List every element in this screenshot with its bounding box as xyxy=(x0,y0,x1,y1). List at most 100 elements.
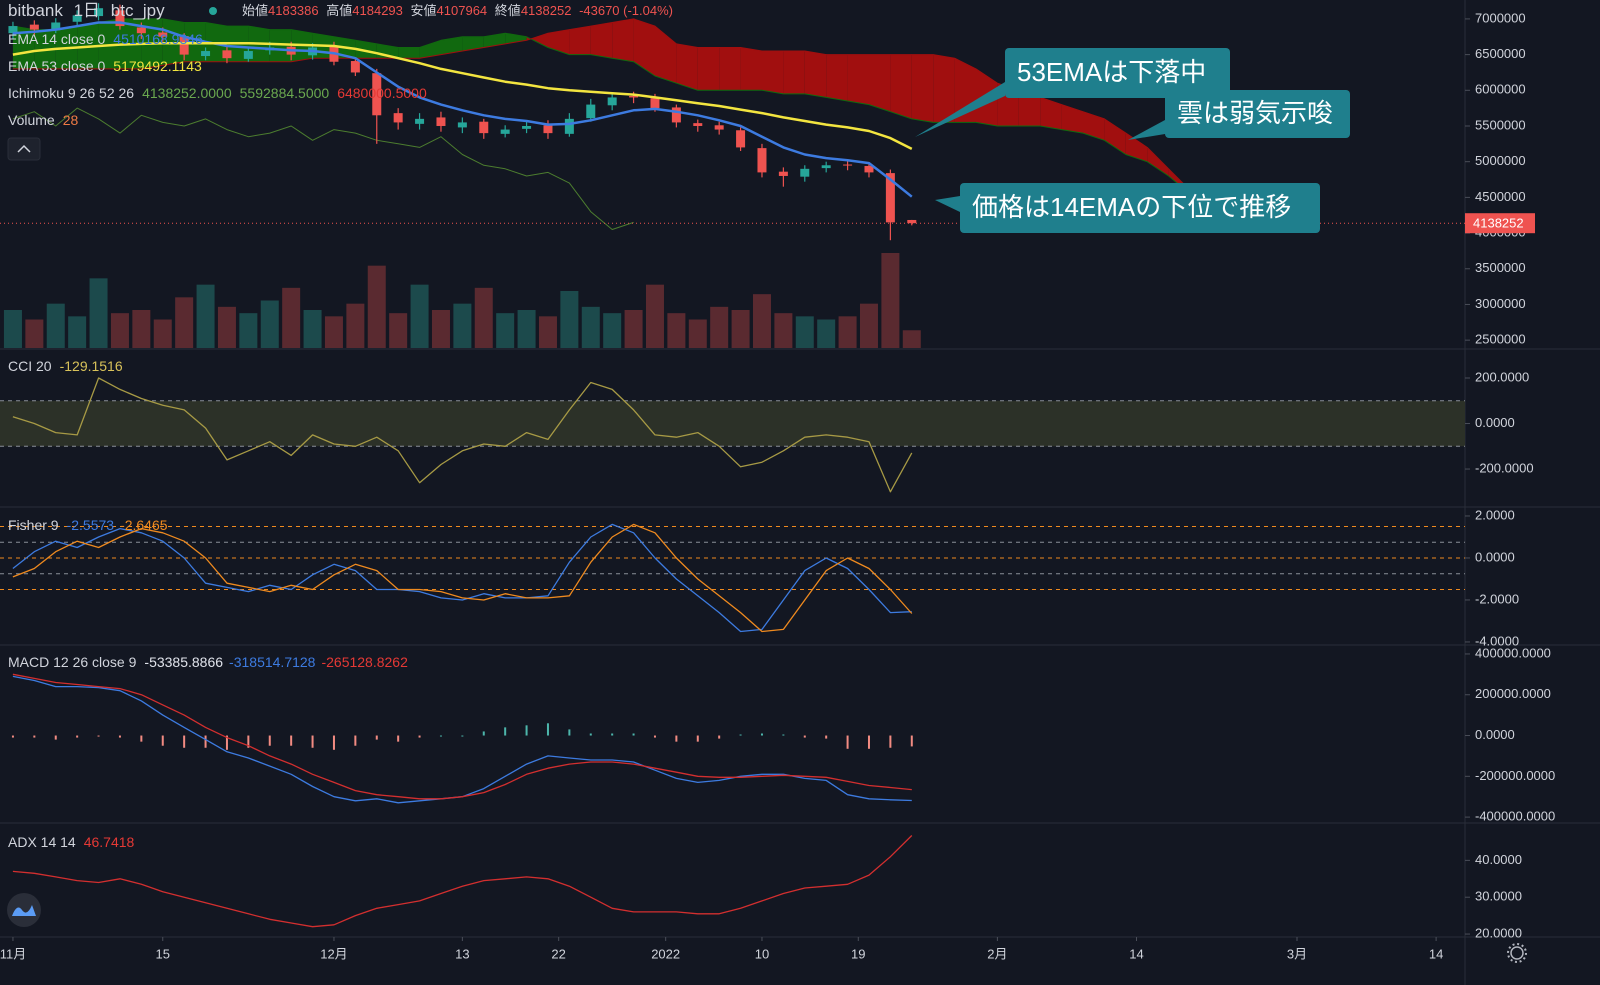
y-tick-label: -4.0000 xyxy=(1475,633,1519,648)
logo-shape xyxy=(12,905,36,916)
volume-bar xyxy=(346,303,365,348)
histogram-bar xyxy=(525,725,528,736)
ohlc-value: 4184293 xyxy=(352,3,403,18)
volume-bar xyxy=(838,316,857,348)
histogram-bar xyxy=(910,735,913,747)
volume-bar xyxy=(410,284,429,348)
y-tick-label: -200000.0000 xyxy=(1475,768,1555,783)
last-price-tag xyxy=(1465,213,1535,234)
x-tick-label: 12月 xyxy=(320,946,347,961)
logo-bg[interactable] xyxy=(7,893,41,927)
x-tick-label: 19 xyxy=(851,946,865,961)
candle-body xyxy=(29,24,39,30)
volume-bar xyxy=(710,306,729,348)
button-bg[interactable] xyxy=(7,137,41,161)
volume-bar xyxy=(881,253,900,348)
candle-body xyxy=(8,26,18,34)
legend-value: 4138252.0000 xyxy=(142,85,232,101)
legend: Ichimoku 9 26 52 26 4138252.0000 5592884.5… xyxy=(8,85,427,101)
volume-bar xyxy=(3,310,22,348)
cloud-segment xyxy=(911,54,934,123)
candle-body xyxy=(522,125,532,129)
gear-teeth xyxy=(1507,943,1527,963)
y-tick-label: 200000.0000 xyxy=(1475,686,1551,701)
histogram-bar xyxy=(268,735,271,746)
cloud-segment xyxy=(548,29,570,55)
candle-body xyxy=(629,96,639,98)
y-tick-label: 3000000 xyxy=(1475,296,1526,311)
cloud-segment xyxy=(1104,118,1126,155)
y-tick-label: 6000000 xyxy=(1475,82,1526,97)
histogram-bar xyxy=(161,735,164,746)
cloud-segment xyxy=(1040,97,1062,130)
volume-bar xyxy=(175,297,194,348)
volume-bar xyxy=(902,330,921,348)
histogram-bar xyxy=(782,734,785,736)
volume-bar xyxy=(25,319,44,348)
candle-body xyxy=(372,73,382,116)
cloud-segment xyxy=(569,26,591,55)
legend-value: 4510168.9346 xyxy=(113,31,203,47)
annotation: 雲は弱気示唆 xyxy=(1177,98,1333,128)
histogram-bar xyxy=(97,735,100,737)
histogram-bar xyxy=(867,735,870,749)
x-tick-label: 3月 xyxy=(1287,946,1307,961)
cloud-segment xyxy=(1018,90,1041,126)
volume-bar xyxy=(260,300,279,348)
histogram-bar xyxy=(760,733,763,736)
legend: Volume 28 xyxy=(8,112,78,128)
cloud-segment xyxy=(441,36,463,55)
cloud-segment xyxy=(590,22,613,59)
cloud-segment xyxy=(1125,133,1148,162)
candle-body xyxy=(136,27,146,34)
legend-value: 28 xyxy=(63,112,79,128)
volume-bar xyxy=(624,310,643,348)
candle-body xyxy=(158,32,168,37)
candle-body xyxy=(693,123,703,126)
volume-bar xyxy=(217,306,236,348)
ohlc-value: 4183386 xyxy=(268,3,319,18)
logo[interactable] xyxy=(7,893,41,927)
volume-bar xyxy=(496,313,515,348)
interval: 1日 xyxy=(74,1,100,20)
x-tick-label: 10 xyxy=(755,946,769,961)
histogram-bar xyxy=(33,735,36,738)
legend: EMA 14 close 0 4510168.9346 xyxy=(8,31,203,47)
y-tick-label: 0.0000 xyxy=(1475,415,1515,430)
cloud-segment xyxy=(783,51,805,94)
cloud-segment xyxy=(1061,104,1083,134)
candle-body xyxy=(72,15,82,22)
y-tick-label: 2500000 xyxy=(1475,332,1526,347)
cloud-segment xyxy=(398,47,420,59)
collapse-button[interactable] xyxy=(7,137,41,161)
x-tick-label: 2月 xyxy=(987,946,1007,961)
cloud-segment xyxy=(483,33,506,48)
change: -43670 (-1.04%) xyxy=(579,3,673,18)
candle-body xyxy=(736,130,746,148)
candle-body xyxy=(714,125,724,130)
legend-value: 5179492.1143 xyxy=(113,58,202,74)
volume-bar xyxy=(453,303,472,348)
legend-value: 5592884.5000 xyxy=(240,85,330,101)
candle-body xyxy=(94,8,104,17)
header: bitbank 1日 btc_jpy xyxy=(8,1,165,20)
histogram-bar xyxy=(611,733,614,736)
cloud-segment xyxy=(676,43,698,91)
cloud-segment xyxy=(612,18,634,62)
indicator-line xyxy=(12,523,913,633)
y-tick-label: -200.0000 xyxy=(1475,460,1534,475)
candle-body xyxy=(543,125,553,134)
cloud-segment xyxy=(1083,111,1105,141)
candle-body xyxy=(843,164,853,166)
legend: Fisher 9 -2.5573 -2.6465 xyxy=(8,517,168,533)
marks: 2500000300000035000004000000450000050000… xyxy=(0,3,1555,961)
settings-button[interactable] xyxy=(1507,943,1527,963)
callout-box xyxy=(1165,90,1350,138)
volume-bar xyxy=(367,265,386,348)
cloud-segment xyxy=(804,51,827,98)
volume-bar xyxy=(731,310,750,348)
y-tick-label: 3500000 xyxy=(1475,260,1526,275)
histogram-bar xyxy=(718,735,721,739)
gear[interactable] xyxy=(1510,946,1524,960)
volume-bar xyxy=(688,319,707,348)
